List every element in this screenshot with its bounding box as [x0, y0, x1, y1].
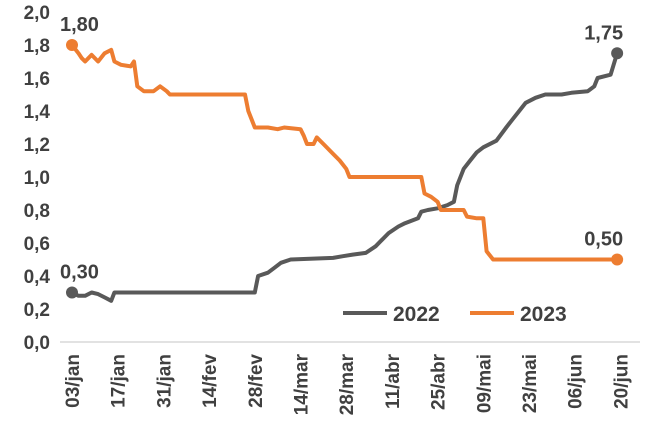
x-tick-label: 25/abr	[429, 353, 450, 410]
y-tick-label: 1,4	[24, 102, 51, 123]
x-tick-label: 09/mai	[474, 354, 495, 413]
y-tick-label: 1,8	[24, 36, 50, 57]
y-axis-tick-labels: 0,0 0,2 0,4 0,6 0,8 1,0 1,2 1,4 1,6 1,8 2,0	[24, 3, 51, 354]
x-tick-label: 03/jan	[63, 354, 84, 408]
series-start-point	[66, 39, 78, 51]
series-end-point	[611, 47, 624, 60]
y-tick-label: 1,6	[24, 69, 50, 90]
series-line-2022	[71, 52, 620, 303]
series-line-2023	[70, 43, 618, 262]
series-end-point	[611, 253, 624, 266]
series-lines	[66, 39, 624, 303]
legend: 2022 2023	[343, 303, 567, 326]
y-tick-label: 0,4	[24, 267, 51, 288]
series-start-point	[66, 286, 78, 299]
x-tick-label: 31/jan	[154, 354, 175, 408]
x-tick-label: 14/fev	[200, 354, 221, 408]
y-tick-label: 0,8	[24, 201, 50, 222]
data-labels: 0,30 1,75 1,80 0,50	[60, 14, 623, 284]
data-label: 0,50	[584, 229, 623, 251]
y-tick-label: 1,0	[24, 168, 50, 189]
x-tick-label: 17/jan	[109, 354, 130, 408]
x-tick-label: 28/mar	[337, 353, 358, 415]
data-label: 0,30	[60, 262, 99, 284]
y-tick-label: 0,2	[24, 300, 50, 321]
y-tick-label: 0,0	[24, 333, 50, 354]
x-tick-label: 20/jun	[611, 354, 632, 409]
legend-label: 2023	[520, 303, 567, 326]
x-axis-tick-labels: 03/jan 17/jan 31/jan 14/fev 28/fev 14/mar 28/m…	[63, 353, 632, 415]
x-tick-label: 28/fev	[246, 354, 267, 408]
data-label: 1,80	[60, 14, 99, 36]
x-tick-label: 11/abr	[383, 353, 404, 409]
y-tick-label: 0,6	[24, 234, 50, 255]
y-tick-label: 2,0	[24, 3, 50, 24]
legend-label: 2022	[393, 303, 440, 326]
data-label: 1,75	[584, 22, 623, 44]
x-tick-label: 23/mai	[520, 354, 541, 413]
x-tick-label: 06/jun	[566, 354, 587, 409]
x-tick-label: 14/mar	[292, 353, 313, 415]
y-tick-label: 1,2	[24, 135, 50, 156]
